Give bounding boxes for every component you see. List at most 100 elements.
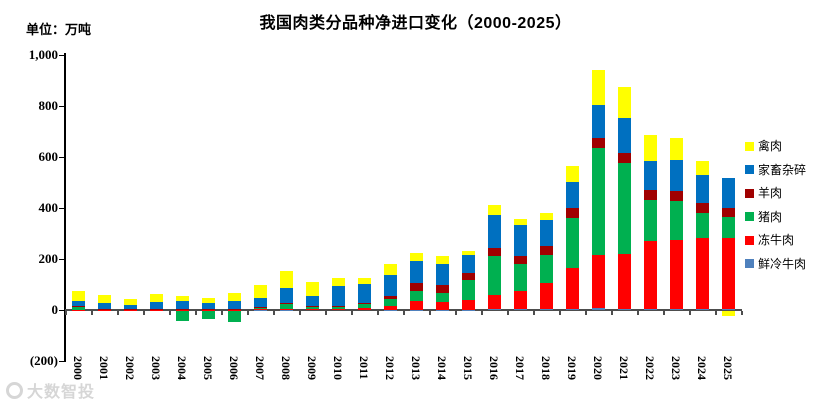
x-axis-tick — [351, 311, 353, 315]
bar-segment-冻牛肉-2016 — [487, 294, 501, 310]
bar-segment-冻牛肉-2025 — [721, 238, 735, 309]
bar-segment-禽肉-2024 — [695, 160, 709, 175]
x-axis-label-2014: 2014 — [435, 356, 449, 380]
bar-segment-家畜杂碎-2011 — [357, 284, 371, 303]
bar-segment-冻牛肉-2003 — [149, 309, 163, 311]
bar-segment-羊肉-2011 — [357, 302, 371, 304]
bar-segment-家畜杂碎-2009 — [305, 295, 319, 307]
bar-segment-禽肉-2016 — [487, 204, 501, 215]
bar-segment-禽肉-2005 — [201, 298, 215, 304]
bar-segment-猪肉-2012 — [383, 299, 397, 306]
x-axis-label-2007: 2007 — [253, 356, 267, 380]
x-axis-label-2022: 2022 — [643, 356, 657, 380]
bar-segment-羊肉-2015 — [461, 273, 475, 280]
bar-segment-羊肉-2005 — [201, 309, 215, 310]
x-axis-tick — [611, 311, 613, 315]
bar-segment-禽肉-2000 — [71, 290, 85, 302]
bar-segment-猪肉-2010 — [331, 306, 345, 310]
bar-segment-鲜冷牛肉-2023 — [669, 308, 683, 310]
x-axis-label-2019: 2019 — [565, 356, 579, 380]
x-axis-label-2009: 2009 — [305, 356, 319, 380]
bar-segment-猪肉-2014 — [435, 293, 449, 303]
bar-segment-冻牛肉-2018 — [539, 283, 553, 310]
bar-segment-冻牛肉-2021 — [617, 253, 631, 309]
bar-segment-冻牛肉-2007 — [253, 309, 267, 310]
bar-segment-禽肉-2008 — [279, 271, 293, 289]
x-axis-label-2003: 2003 — [149, 356, 163, 380]
x-axis-tick — [741, 311, 743, 315]
bar-segment-家畜杂碎-2016 — [487, 214, 501, 249]
bar-segment-猪肉-2006 — [227, 311, 241, 322]
bar-segment-家畜杂碎-2004 — [175, 300, 189, 310]
bar-segment-禽肉-2014 — [435, 256, 449, 265]
bar-segment-冻牛肉-2023 — [669, 239, 683, 309]
x-axis-tick — [663, 311, 665, 315]
x-axis-label-2021: 2021 — [617, 356, 631, 380]
bar-segment-猪肉-2002 — [123, 309, 137, 310]
bar-segment-家畜杂碎-2024 — [695, 174, 709, 203]
x-axis-label-2005: 2005 — [201, 356, 215, 380]
y-tick-label: 400 — [38, 200, 59, 215]
x-axis-tick — [507, 311, 509, 315]
bar-segment-家畜杂碎-2018 — [539, 219, 553, 246]
legend-item-羊肉: 羊肉 — [745, 187, 782, 199]
bar-segment-羊肉-2019 — [565, 208, 579, 219]
legend-item-鲜冷牛肉: 鲜冷牛肉 — [745, 258, 806, 270]
bar-segment-冻牛肉-2019 — [565, 268, 579, 309]
legend-label: 冻牛肉 — [758, 233, 795, 247]
x-axis-label-2010: 2010 — [331, 356, 345, 380]
bar-segment-猪肉-2004 — [175, 311, 189, 321]
watermark: 大数智投 — [6, 378, 95, 402]
bar-segment-冻牛肉-2004 — [175, 309, 189, 311]
x-axis-tick — [559, 311, 561, 315]
bar-segment-猪肉-2021 — [617, 163, 631, 254]
bar-segment-猪肉-2016 — [487, 256, 501, 295]
x-axis-label-2011: 2011 — [357, 356, 371, 380]
bar-segment-猪肉-2000 — [71, 306, 85, 310]
bar-segment-冻牛肉-2012 — [383, 305, 397, 310]
y-tick-label: 800 — [38, 98, 59, 113]
bar-segment-羊肉-2010 — [331, 305, 345, 307]
bar-segment-家畜杂碎-2012 — [383, 274, 397, 297]
bar-segment-鲜冷牛肉-2014 — [435, 309, 449, 311]
bar-segment-鲜冷牛肉-2018 — [539, 309, 553, 310]
y-axis-tick — [59, 309, 65, 311]
y-tick-label: 1,000 — [28, 47, 58, 62]
y-axis-tick — [59, 156, 65, 158]
bar-segment-家畜杂碎-2017 — [513, 225, 527, 257]
x-axis-zero-line — [65, 309, 742, 311]
bar-segment-冻牛肉-2000 — [71, 309, 85, 311]
y-tick-label: (200) — [29, 353, 58, 368]
bar-segment-猪肉-2022 — [643, 199, 657, 241]
x-axis-tick — [169, 311, 171, 315]
bar-segment-禽肉-2004 — [175, 296, 189, 301]
bar-segment-鲜冷牛肉-2008 — [279, 309, 293, 311]
bar-segment-鲜冷牛肉-2022 — [643, 308, 657, 310]
watermark-text: 大数智投 — [27, 384, 96, 401]
bar-segment-羊肉-2025 — [721, 208, 735, 217]
x-axis-tick — [377, 311, 379, 315]
legend-label: 禽肉 — [758, 139, 783, 153]
bar-segment-禽肉-2012 — [383, 263, 397, 275]
bar-segment-家畜杂碎-2010 — [331, 286, 345, 306]
bar-segment-禽肉-2001 — [97, 294, 111, 303]
y-tick-label: 600 — [38, 149, 59, 164]
bar-segment-鲜冷牛肉-2020 — [591, 308, 605, 310]
bar-segment-禽肉-2023 — [669, 137, 683, 160]
x-axis-tick — [247, 311, 249, 315]
x-axis-label-2020: 2020 — [591, 356, 605, 380]
bar-segment-家畜杂碎-2019 — [565, 181, 579, 209]
x-axis-tick — [91, 311, 93, 315]
bar-segment-羊肉-2008 — [279, 303, 293, 305]
bar-segment-禽肉-2017 — [513, 218, 527, 226]
bar-segment-羊肉-2009 — [305, 306, 319, 307]
legend-swatch-icon — [745, 212, 754, 221]
x-axis-label-2002: 2002 — [123, 356, 137, 380]
bar-segment-冻牛肉-2008 — [279, 308, 293, 310]
bar-segment-鲜冷牛肉-2025 — [721, 308, 735, 310]
bar-segment-猪肉-2019 — [565, 218, 579, 269]
y-axis-tick — [59, 207, 65, 209]
bar-segment-家畜杂碎-2008 — [279, 288, 293, 304]
bar-segment-家畜杂碎-2021 — [617, 118, 631, 154]
legend-item-猪肉: 猪肉 — [745, 211, 782, 223]
